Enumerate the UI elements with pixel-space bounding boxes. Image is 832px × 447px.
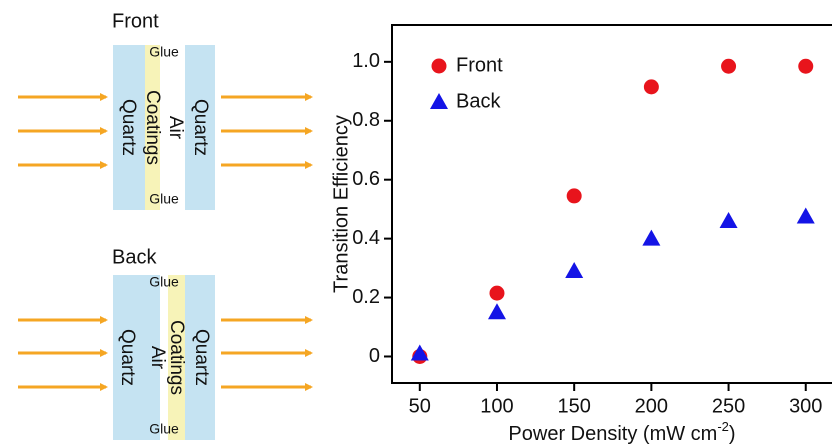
y-tick-label: 0.2 [352,286,380,308]
y-tick-label: 0.4 [352,227,380,249]
diagram-title: Back [112,246,157,268]
legend-label: Front [456,54,503,76]
layer-label: Quartz [190,99,211,156]
glue-label: Glue [149,274,179,290]
glue-label: Glue [149,421,179,437]
layer [185,45,215,210]
glue-label: Glue [149,44,179,60]
x-tick-label: 200 [635,395,668,417]
y-tick-label: 0 [369,345,380,367]
layer [113,275,160,440]
layer [145,45,160,210]
diagram-title: Front [112,10,159,32]
x-tick-label: 50 [409,395,431,417]
marker [719,211,738,228]
legend-label: Back [456,90,501,112]
layer-label: Quartz [117,329,138,386]
x-tick-label: 300 [789,395,822,417]
marker [721,58,737,74]
legend-marker [431,58,447,74]
layer [185,275,215,440]
layer-label: Coatings [166,320,187,395]
layer [113,45,145,210]
layer-label: Quartz [118,99,139,156]
marker [487,303,506,320]
x-tick-label: 250 [712,395,745,417]
x-axis-label-main: Power Density (mW cm [508,423,717,445]
glue-label: Glue [149,191,179,207]
marker [798,58,814,74]
marker [642,229,661,246]
axis-frame [391,24,832,384]
marker [796,207,815,224]
layer-label: Air [147,346,168,370]
layer [160,275,168,440]
x-tick-label: 150 [557,395,590,417]
x-axis-label-sup: -2 [717,419,729,434]
marker [566,188,582,204]
marker [410,344,429,361]
marker [489,285,505,301]
marker [565,262,584,279]
layer [168,275,185,440]
y-tick-label: 0.6 [352,168,380,190]
x-axis-label: Power Density (mW cm-2) [508,419,735,445]
layer [160,45,185,210]
y-tick-label: 1.0 [352,50,380,72]
y-axis-label: Transition Efficiency [330,115,352,293]
y-tick-label: 0.8 [352,109,380,131]
layer-label: Quartz [191,329,212,386]
layer-label: Air [165,116,186,140]
layer-label: Coatings [142,90,163,165]
marker [643,79,659,95]
x-axis-label-end: ) [729,423,736,445]
legend-marker [430,93,448,109]
x-tick-label: 100 [480,395,513,417]
